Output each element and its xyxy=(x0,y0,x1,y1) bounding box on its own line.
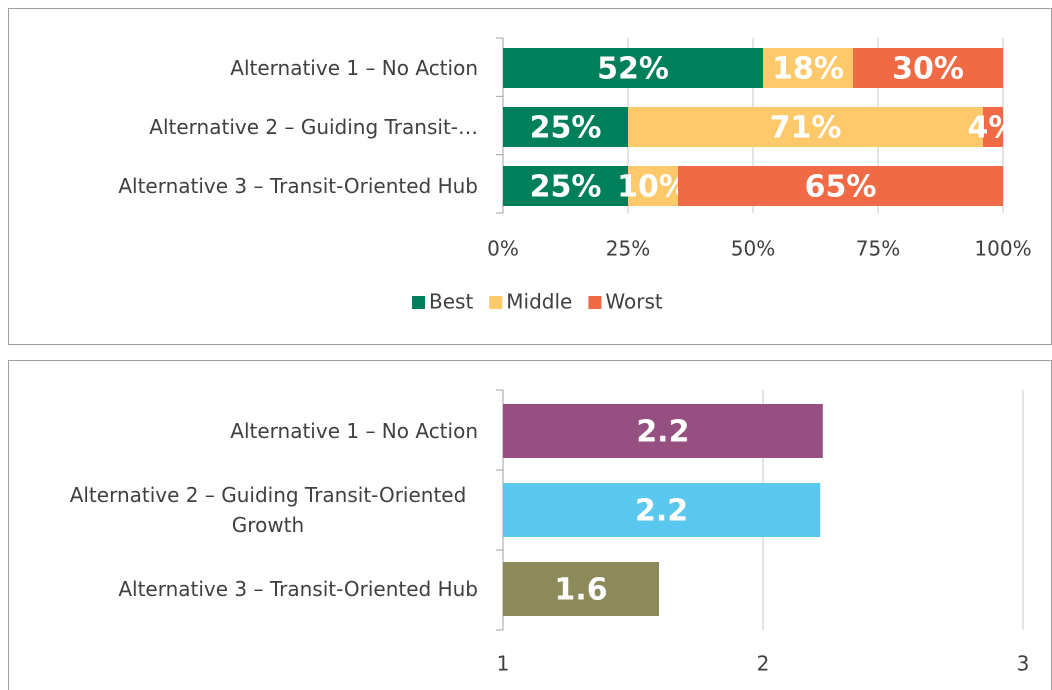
value-label: 4% xyxy=(968,111,1019,146)
value-label: 71% xyxy=(770,111,842,146)
legend-swatch xyxy=(489,296,503,309)
value-label: 30% xyxy=(892,52,964,87)
category-text: Alternative 3 – Transit-Oriented Hub xyxy=(118,577,478,601)
bar-segment xyxy=(628,166,678,206)
category-label: Alternative 3 – Transit-Oriented Hub xyxy=(0,171,478,201)
bar-segment xyxy=(983,107,1003,147)
category-text: Alternative 3 – Transit-Oriented Hub xyxy=(118,174,478,198)
category-text: Alternative 1 – No Action xyxy=(230,56,478,80)
value-label: 1.6 xyxy=(554,573,607,608)
value-label: 2.2 xyxy=(636,415,689,450)
category-label: Alternative 1 – No Action xyxy=(0,53,478,83)
category-label: Alternative 2 – Guiding Transit-Oriented… xyxy=(0,480,478,540)
x-tick-label: 0% xyxy=(487,237,519,261)
x-tick-label: 1 xyxy=(497,652,510,676)
x-tick-label: 75% xyxy=(856,237,900,261)
bar-segment xyxy=(503,166,628,206)
bar-segment xyxy=(678,166,1003,206)
bar-segment xyxy=(503,48,763,88)
category-text: Alternative 1 – No Action xyxy=(230,419,478,443)
bar-segment xyxy=(763,48,853,88)
bar xyxy=(503,562,659,616)
category-label: Alternative 1 – No Action xyxy=(0,416,478,446)
bar-segment xyxy=(503,107,628,147)
value-label: 65% xyxy=(805,170,877,205)
legend-label: Best xyxy=(429,290,473,314)
value-label: 52% xyxy=(597,52,669,87)
x-tick-label: 2 xyxy=(757,652,770,676)
bar xyxy=(503,404,823,458)
legend-swatch xyxy=(412,296,425,309)
legend-label: Middle xyxy=(506,290,572,314)
category-label: Alternative 3 – Transit-Oriented Hub xyxy=(0,574,478,604)
bar xyxy=(503,483,821,537)
legend-label: Worst xyxy=(605,290,662,314)
x-tick-label: 3 xyxy=(1017,652,1030,676)
category-label: Alternative 2 – Guiding Transit-… xyxy=(0,112,478,142)
bar-segment xyxy=(628,107,983,147)
category-text: Alternative 2 – Guiding Transit-Oriented… xyxy=(69,483,467,537)
value-label: 10% xyxy=(617,170,689,205)
x-tick-label: 50% xyxy=(731,237,775,261)
value-label: 18% xyxy=(772,52,844,87)
value-label: 2.2 xyxy=(635,494,688,529)
category-text: Alternative 2 – Guiding Transit-… xyxy=(149,115,478,139)
x-tick-label: 25% xyxy=(606,237,650,261)
x-tick-label: 100% xyxy=(974,237,1031,261)
legend-swatch xyxy=(588,296,602,309)
value-label: 25% xyxy=(530,111,602,146)
value-label: 25% xyxy=(530,170,602,205)
bar-segment xyxy=(853,48,1003,88)
